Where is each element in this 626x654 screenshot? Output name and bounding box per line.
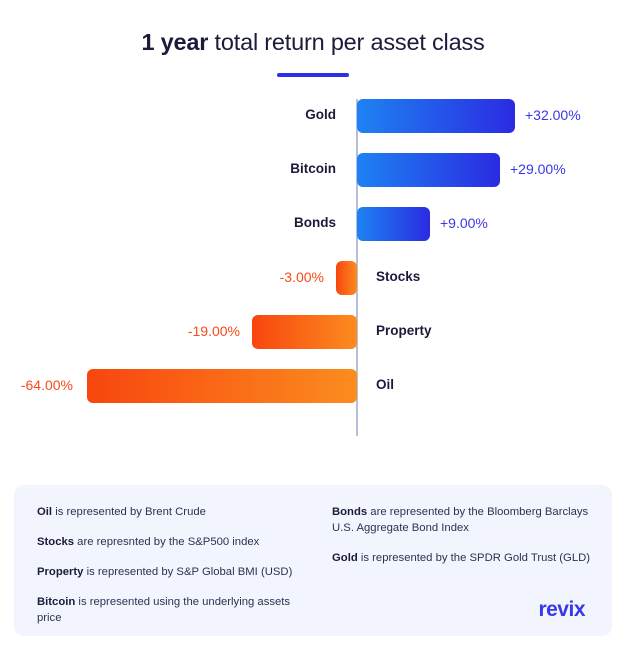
page-title-strong: 1 year <box>141 29 209 55</box>
category-label-stocks: Stocks <box>376 269 421 285</box>
category-label-bitcoin: Bitcoin <box>290 161 336 177</box>
chart-row-bonds: Bonds +9.00% <box>0 207 626 242</box>
value-label-property: -19.00% <box>187 323 240 340</box>
zero-axis-line <box>356 99 358 437</box>
footnote-text-stocks: are represnted by the S&P500 index <box>74 536 260 549</box>
footnote-term-bitcoin: Bitcoin <box>37 596 76 609</box>
footnote-property: Property is represented by S&P Global BM… <box>37 564 317 580</box>
footnote-stocks: Stocks are represnted by the S&P500 inde… <box>37 534 317 550</box>
chart-row-oil: -64.00% Oil <box>0 369 626 404</box>
bar-gold <box>357 99 515 134</box>
footnote-term-oil: Oil <box>37 506 53 518</box>
footnote-term-bonds: Bonds <box>332 506 368 518</box>
footnote-oil: Oil is represented by Brent Crude <box>37 504 317 520</box>
bar-bitcoin <box>357 153 500 188</box>
category-label-oil: Oil <box>376 377 395 393</box>
category-label-property: Property <box>376 323 432 339</box>
value-label-bonds: +9.00% <box>440 215 488 232</box>
chart-row-stocks: -3.00% Stocks <box>0 261 626 296</box>
footnote-term-stocks: Stocks <box>37 536 75 549</box>
footnotes-column-left: Oil is represented by Brent Crude Stocks… <box>37 504 317 626</box>
footnote-text-property: is represented by S&P Global BMI (USD) <box>83 566 293 579</box>
value-label-gold: +32.00% <box>525 107 581 124</box>
bar-property <box>252 315 357 350</box>
bar-stocks <box>336 261 357 296</box>
footnotes-panel: Oil is represented by Brent Crude Stocks… <box>14 485 612 636</box>
category-label-bonds: Bonds <box>294 215 336 231</box>
bar-oil <box>87 369 357 404</box>
revix-logo: revix <box>538 598 585 621</box>
footnote-term-property: Property <box>37 566 84 579</box>
footnote-bitcoin: Bitcoin is represented using the underly… <box>37 594 317 626</box>
bar-chart: Gold +32.00% Bitcoin +29.00% Bonds +9.00… <box>0 91 626 441</box>
chart-row-gold: Gold +32.00% <box>0 99 626 134</box>
footnotes-column-right: Bonds are represented by the Bloomberg B… <box>332 504 604 566</box>
footnote-text-gold: is represented by the SPDR Gold Trust (G… <box>357 552 591 565</box>
chart-row-bitcoin: Bitcoin +29.00% <box>0 153 626 188</box>
chart-row-property: -19.00% Property <box>0 315 626 350</box>
value-label-stocks: -3.00% <box>279 269 324 286</box>
category-label-gold: Gold <box>305 107 336 123</box>
value-label-bitcoin: +29.00% <box>510 161 566 178</box>
footnote-text-bitcoin: is represented using the underlying asse… <box>37 596 291 625</box>
chart-header: 1 year total return per asset class <box>0 0 626 78</box>
value-label-oil: -64.00% <box>20 377 73 394</box>
footnote-text-bonds: are represented by the Bloomberg Barclay… <box>332 506 589 535</box>
footnote-text-oil: is represented by Brent Crude <box>52 506 206 518</box>
page-title: 1 year total return per asset class <box>0 28 626 56</box>
footnote-gold: Gold is represented by the SPDR Gold Tru… <box>332 550 604 566</box>
title-underline-rule <box>277 73 349 78</box>
page-title-rest: total return per asset class <box>208 29 485 55</box>
footnote-bonds: Bonds are represented by the Bloomberg B… <box>332 504 604 536</box>
bar-bonds <box>357 207 430 242</box>
footnote-term-gold: Gold <box>332 552 358 565</box>
